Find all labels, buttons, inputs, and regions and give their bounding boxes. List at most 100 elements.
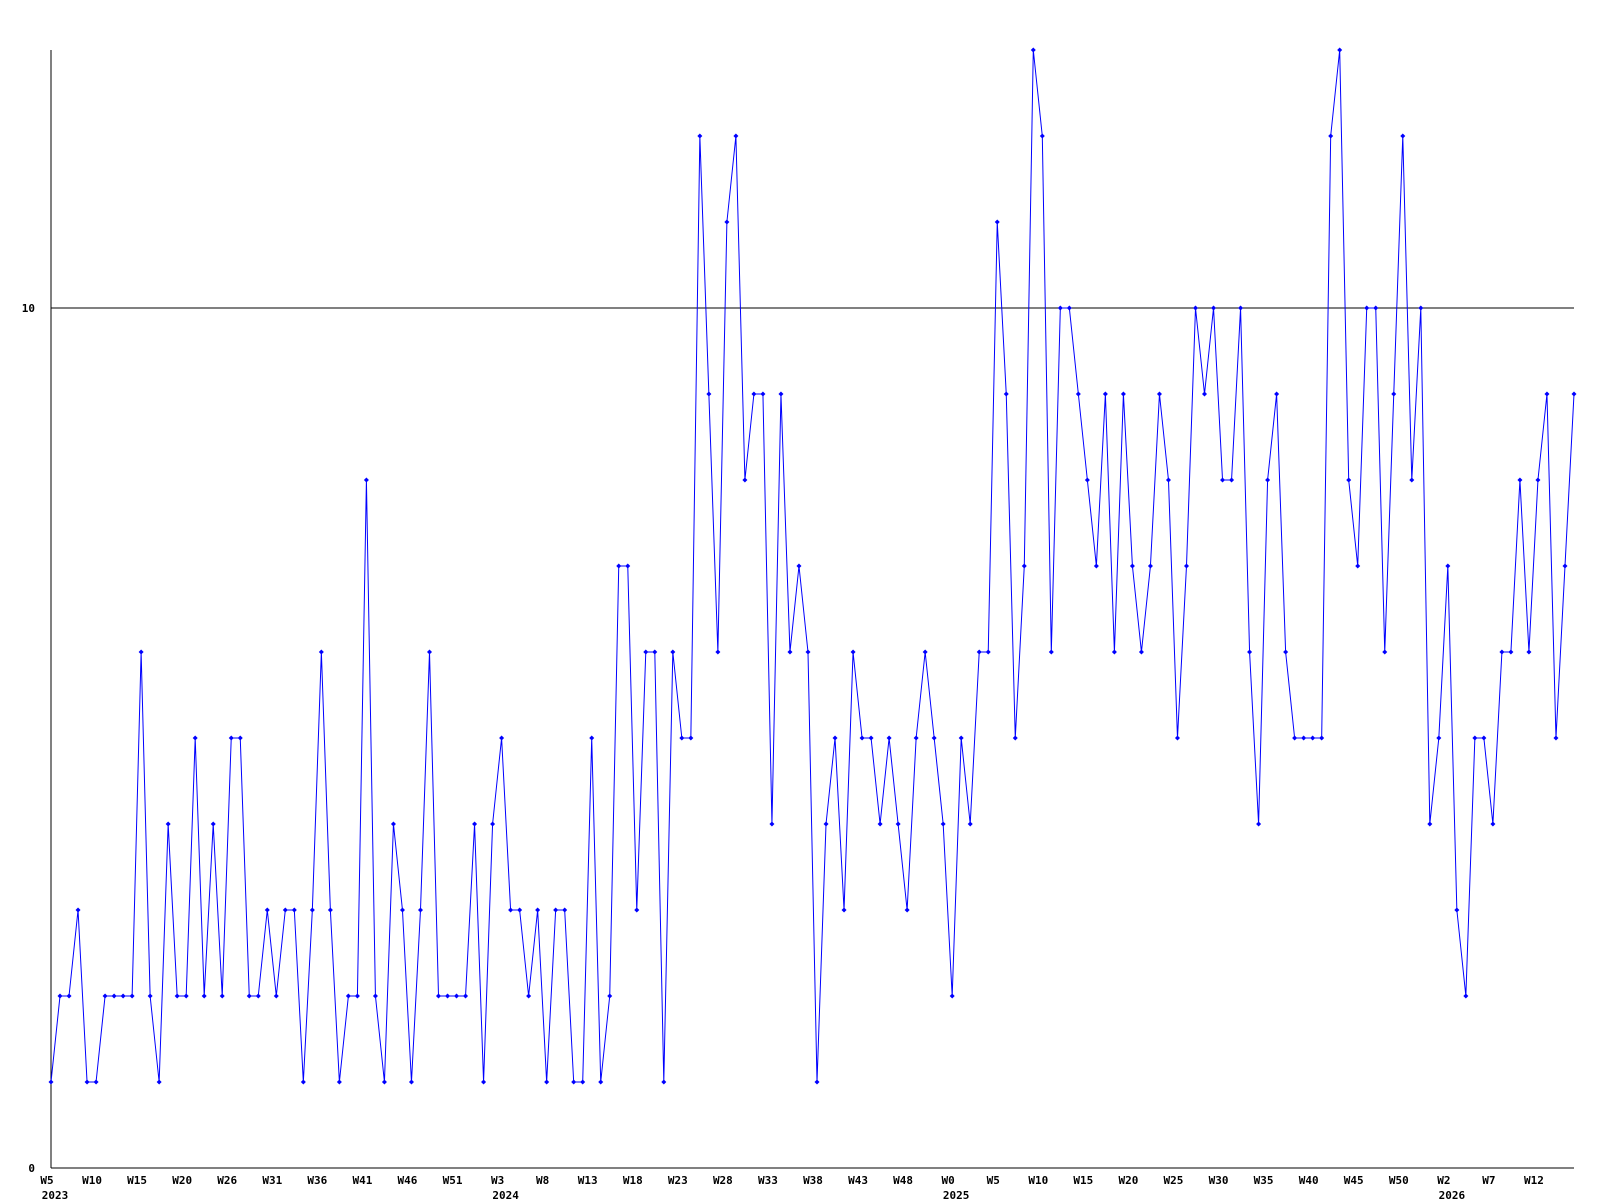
data-point <box>156 1079 162 1085</box>
data-point <box>571 1079 577 1085</box>
x-tick-label: W10 <box>1028 1174 1048 1187</box>
data-point <box>976 649 982 655</box>
x-tick-label: W25 <box>1164 1174 1184 1187</box>
data-point <box>940 821 946 827</box>
data-point <box>1373 305 1379 311</box>
x-tick-label: W12 <box>1524 1174 1544 1187</box>
x-tick-label: W18 <box>623 1174 643 1187</box>
data-point <box>1093 563 1099 569</box>
x-tick-label: W28 <box>713 1174 733 1187</box>
data-point <box>192 735 198 741</box>
data-point <box>1003 391 1009 397</box>
data-point <box>1427 821 1433 827</box>
data-point <box>1102 391 1108 397</box>
data-point <box>1229 477 1235 483</box>
data-point <box>228 735 234 741</box>
data-point <box>1355 563 1361 569</box>
data-point <box>796 563 802 569</box>
data-point <box>1391 391 1397 397</box>
data-point <box>823 821 829 827</box>
data-point <box>1346 477 1352 483</box>
y-tick-label: 0 <box>28 1162 35 1175</box>
data-point <box>1084 477 1090 483</box>
data-point <box>426 649 432 655</box>
data-point <box>1571 391 1577 397</box>
data-point <box>1165 477 1171 483</box>
x-tick-label: W36 <box>307 1174 327 1187</box>
data-point <box>147 993 153 999</box>
data-point <box>607 993 613 999</box>
x-tick-label: W15 <box>1073 1174 1093 1187</box>
data-point <box>958 735 964 741</box>
data-point <box>75 907 81 913</box>
data-point <box>1517 477 1523 483</box>
x-tick-label: W50 <box>1389 1174 1409 1187</box>
data-point <box>390 821 396 827</box>
data-point <box>1120 391 1126 397</box>
data-point <box>544 1079 550 1085</box>
data-point <box>670 649 676 655</box>
data-point <box>336 1079 342 1085</box>
data-point <box>778 391 784 397</box>
x-tick-label: W40 <box>1299 1174 1319 1187</box>
x-tick-label: W45 <box>1344 1174 1364 1187</box>
data-point <box>1409 477 1415 483</box>
data-point <box>463 993 469 999</box>
x-tick-label: W41 <box>352 1174 372 1187</box>
x-tick-label: W8 <box>536 1174 549 1187</box>
data-point <box>1301 735 1307 741</box>
data-point <box>643 649 649 655</box>
data-point <box>895 821 901 827</box>
data-point <box>1508 649 1514 655</box>
data-point <box>769 821 775 827</box>
data-point <box>1535 477 1541 483</box>
x-tick-label: W38 <box>803 1174 823 1187</box>
x-tick-label: W2 <box>1437 1174 1450 1187</box>
x-tick-label: W7 <box>1482 1174 1495 1187</box>
data-point <box>183 993 189 999</box>
data-point <box>246 993 252 999</box>
x-tick-label: W20 <box>1118 1174 1138 1187</box>
data-point <box>318 649 324 655</box>
data-point <box>508 907 514 913</box>
data-point <box>1211 305 1217 311</box>
data-point <box>1075 391 1081 397</box>
data-point <box>859 735 865 741</box>
data-point <box>436 993 442 999</box>
data-point <box>264 907 270 913</box>
data-point <box>66 993 72 999</box>
x-tick-label: W13 <box>578 1174 598 1187</box>
data-point <box>562 907 568 913</box>
data-point <box>751 391 757 397</box>
x-tick-label: W26 <box>217 1174 237 1187</box>
data-point <box>1310 735 1316 741</box>
data-point <box>1553 735 1559 741</box>
data-point <box>787 649 793 655</box>
data-point <box>616 563 622 569</box>
data-point <box>201 993 207 999</box>
data-point <box>1499 649 1505 655</box>
data-point <box>345 993 351 999</box>
data-point <box>1490 821 1496 827</box>
data-point <box>931 735 937 741</box>
data-point <box>1174 735 1180 741</box>
data-point <box>57 993 63 999</box>
data-point <box>129 993 135 999</box>
data-point <box>1454 907 1460 913</box>
data-point <box>922 649 928 655</box>
x-tick-label: W20 <box>172 1174 192 1187</box>
x-tick-label: W5 <box>987 1174 1000 1187</box>
data-point <box>814 1079 820 1085</box>
data-point <box>327 907 333 913</box>
x-tick-label: W10 <box>82 1174 102 1187</box>
data-point <box>309 907 315 913</box>
x-tick-label: W15 <box>127 1174 147 1187</box>
data-point <box>372 993 378 999</box>
data-point <box>273 993 279 999</box>
data-point <box>1247 649 1253 655</box>
data-point <box>832 735 838 741</box>
data-point <box>84 1079 90 1085</box>
data-point <box>1436 735 1442 741</box>
data-point <box>1418 305 1424 311</box>
data-point <box>913 735 919 741</box>
